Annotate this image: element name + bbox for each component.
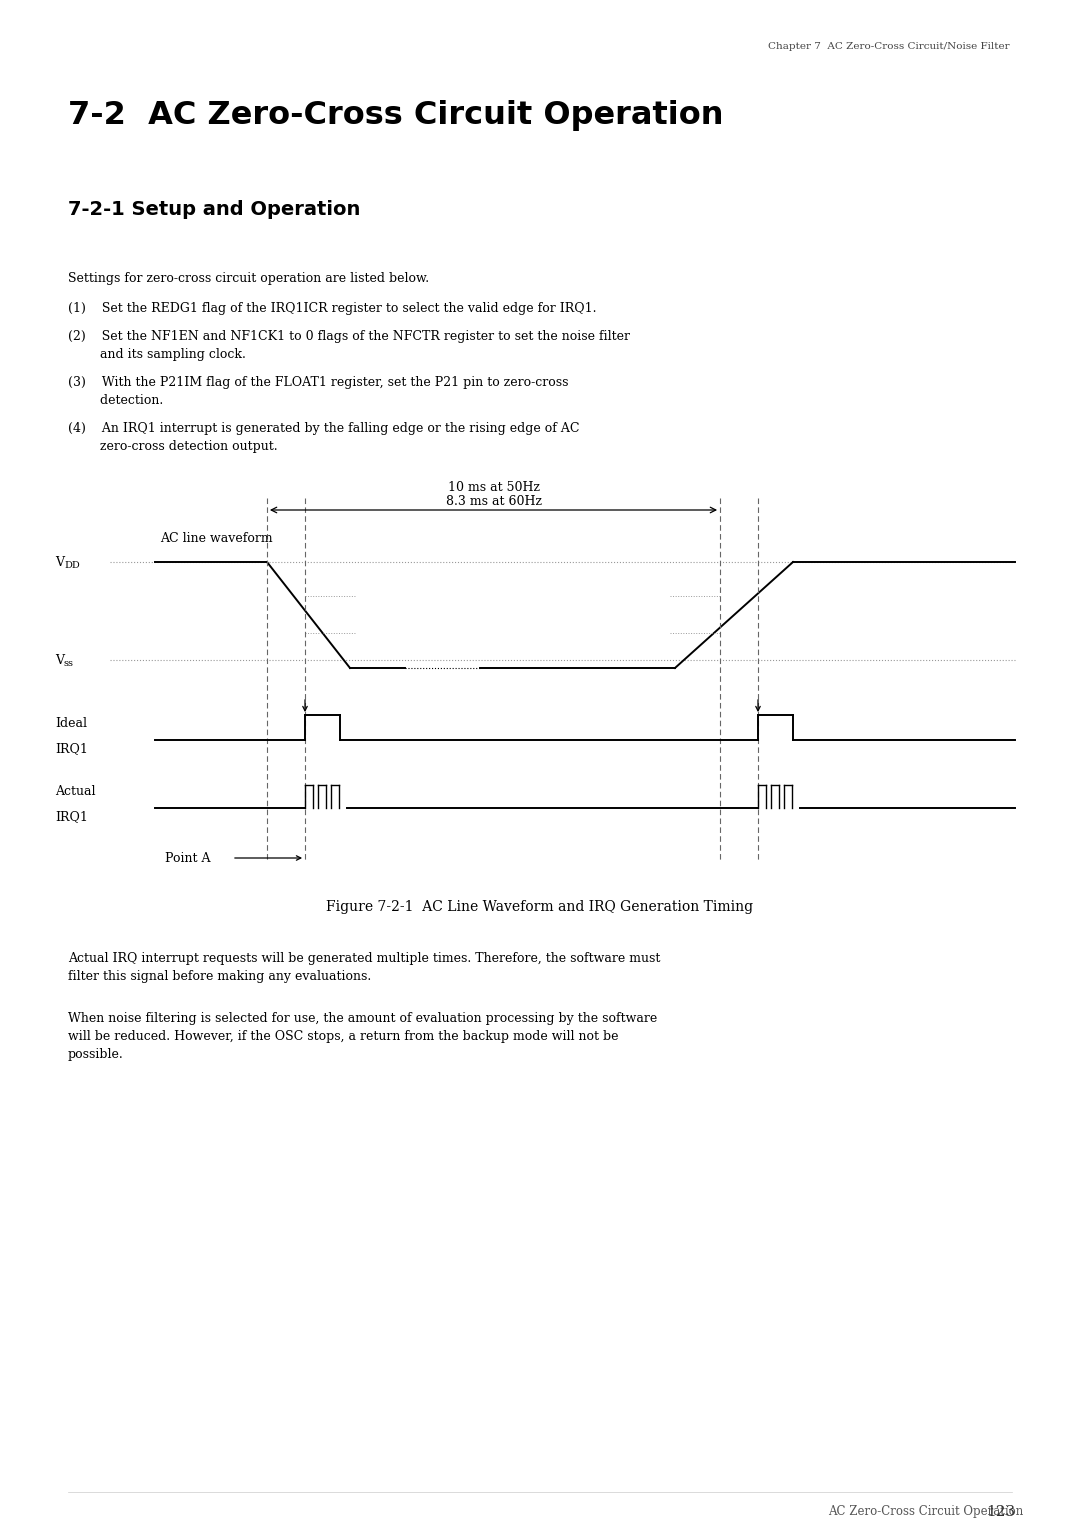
Text: ss: ss bbox=[64, 659, 75, 668]
Text: detection.: detection. bbox=[68, 394, 163, 406]
Text: V: V bbox=[55, 654, 64, 666]
Text: possible.: possible. bbox=[68, 1048, 124, 1060]
Text: 10 ms at 50Hz: 10 ms at 50Hz bbox=[447, 481, 540, 494]
Text: V: V bbox=[55, 556, 64, 568]
Text: IRQ1: IRQ1 bbox=[55, 743, 87, 755]
Text: DD: DD bbox=[64, 561, 80, 570]
Text: zero-cross detection output.: zero-cross detection output. bbox=[68, 440, 278, 452]
Text: and its sampling clock.: and its sampling clock. bbox=[68, 348, 246, 361]
Text: Chapter 7  AC Zero-Cross Circuit/Noise Filter: Chapter 7 AC Zero-Cross Circuit/Noise Fi… bbox=[768, 41, 1010, 50]
Text: (2)    Set the NF1EN and NF1CK1 to 0 flags of the NFCTR register to set the nois: (2) Set the NF1EN and NF1CK1 to 0 flags … bbox=[68, 330, 630, 342]
Text: 8.3 ms at 60Hz: 8.3 ms at 60Hz bbox=[446, 495, 541, 507]
Text: (4)    An IRQ1 interrupt is generated by the falling edge or the rising edge of : (4) An IRQ1 interrupt is generated by th… bbox=[68, 422, 580, 435]
Text: AC line waveform: AC line waveform bbox=[160, 532, 272, 544]
Text: Figure 7-2-1  AC Line Waveform and IRQ Generation Timing: Figure 7-2-1 AC Line Waveform and IRQ Ge… bbox=[326, 900, 754, 914]
Text: AC Zero-Cross Circuit Operation: AC Zero-Cross Circuit Operation bbox=[828, 1505, 1023, 1517]
Text: Ideal: Ideal bbox=[55, 717, 87, 730]
Text: IRQ1: IRQ1 bbox=[55, 810, 87, 824]
Text: (3)    With the P21IM flag of the FLOAT1 register, set the P21 pin to zero-cross: (3) With the P21IM flag of the FLOAT1 re… bbox=[68, 376, 568, 390]
Text: filter this signal before making any evaluations.: filter this signal before making any eva… bbox=[68, 970, 372, 983]
Text: 7-2  AC Zero-Cross Circuit Operation: 7-2 AC Zero-Cross Circuit Operation bbox=[68, 99, 724, 131]
Text: will be reduced. However, if the OSC stops, a return from the backup mode will n: will be reduced. However, if the OSC sto… bbox=[68, 1030, 619, 1044]
Text: When noise filtering is selected for use, the amount of evaluation processing by: When noise filtering is selected for use… bbox=[68, 1012, 658, 1025]
Text: 123: 123 bbox=[986, 1505, 1015, 1519]
Text: Settings for zero-cross circuit operation are listed below.: Settings for zero-cross circuit operatio… bbox=[68, 272, 429, 286]
Text: 7-2-1 Setup and Operation: 7-2-1 Setup and Operation bbox=[68, 200, 361, 219]
Text: Point A: Point A bbox=[165, 851, 211, 865]
Text: Actual IRQ interrupt requests will be generated multiple times. Therefore, the s: Actual IRQ interrupt requests will be ge… bbox=[68, 952, 660, 966]
Text: Actual: Actual bbox=[55, 785, 95, 798]
Text: (1)    Set the REDG1 flag of the IRQ1ICR register to select the valid edge for I: (1) Set the REDG1 flag of the IRQ1ICR re… bbox=[68, 303, 596, 315]
